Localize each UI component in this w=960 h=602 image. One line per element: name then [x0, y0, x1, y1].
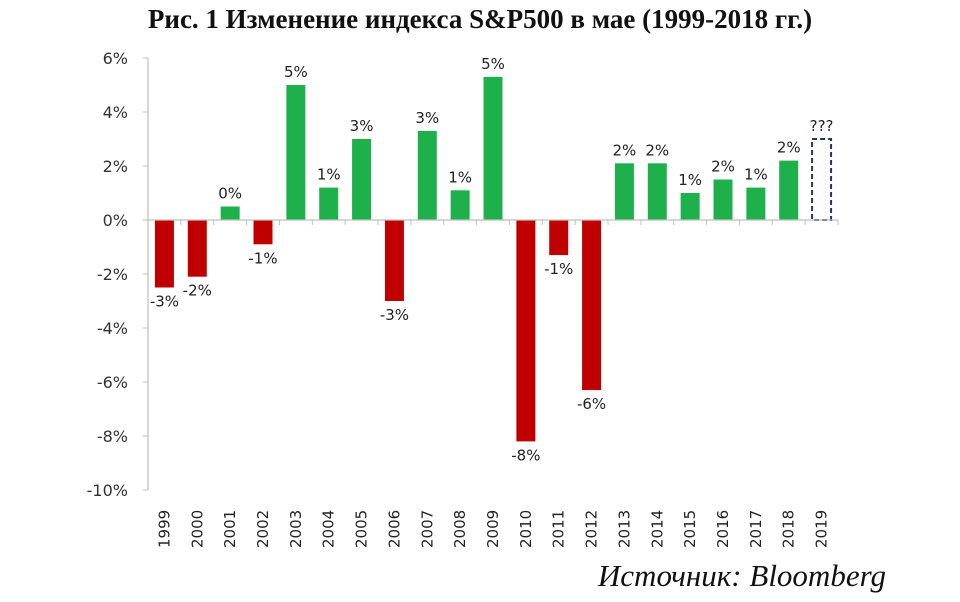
bar	[352, 139, 372, 220]
bar	[220, 206, 240, 220]
data-label: 3%	[415, 109, 439, 127]
x-tick-label: 1999	[155, 510, 173, 548]
data-label: -8%	[511, 446, 540, 464]
bar	[680, 193, 700, 220]
data-label: -3%	[150, 293, 179, 311]
y-tick-label: 4%	[103, 103, 128, 122]
bar	[516, 220, 536, 442]
axes	[147, 58, 838, 490]
data-label: -1%	[248, 249, 277, 267]
x-tick-label: 2002	[254, 510, 272, 548]
x-tick-label: 2005	[353, 510, 371, 548]
data-label: 5%	[481, 55, 505, 73]
data-labels: -3%-2%0%-1%5%1%3%-3%3%1%5%-8%-1%-6%2% 2%1…	[150, 55, 834, 464]
data-label: 1%	[317, 166, 341, 184]
x-tick-label: 2011	[550, 510, 568, 548]
data-label: -1%	[544, 260, 573, 278]
x-tick-label: 2018	[780, 510, 798, 548]
x-tick-label: 2015	[681, 510, 699, 548]
bar	[779, 160, 799, 220]
bar	[647, 163, 667, 220]
x-tick-label: 2001	[221, 510, 239, 548]
y-tick-label: -2%	[97, 265, 128, 284]
bar	[187, 220, 207, 277]
chart-title: Рис. 1 Изменение индекса S&P500 в мае (1…	[147, 4, 813, 34]
x-tick-label: 2009	[484, 510, 502, 548]
bar-forecast	[811, 138, 833, 221]
x-tick-label: 2017	[747, 510, 765, 548]
source-note: Источник: Bloomberg	[597, 558, 886, 593]
x-tick-label: 2012	[583, 510, 601, 548]
x-tick-label: 2008	[451, 510, 469, 548]
data-label: 2%	[711, 158, 735, 176]
y-tick-label: -6%	[97, 373, 128, 392]
x-tick-label: 2003	[287, 510, 305, 548]
x-tick-label: 2007	[418, 510, 436, 548]
bar	[319, 187, 339, 220]
y-tick-label: -10%	[87, 481, 128, 500]
data-label: -3%	[380, 306, 409, 324]
bar	[286, 85, 306, 220]
bar	[483, 76, 503, 221]
bar	[549, 220, 569, 256]
data-label: 2%	[645, 141, 669, 159]
bar	[253, 220, 273, 245]
bars	[154, 76, 833, 442]
bar	[154, 220, 174, 288]
y-tick-label: -8%	[97, 427, 128, 446]
data-label: -2%	[183, 282, 212, 300]
data-label: 3%	[350, 117, 374, 135]
x-tick-label: 2014	[648, 510, 666, 548]
data-label: 0%	[218, 185, 242, 203]
data-label: 1%	[448, 168, 472, 186]
data-label: 5%	[284, 63, 308, 81]
data-label: -6%	[577, 395, 606, 413]
x-tick-label: 2006	[385, 510, 403, 548]
data-label: 2%	[613, 141, 637, 159]
data-label: 1%	[678, 171, 702, 189]
y-tick-label: 6%	[103, 49, 128, 68]
x-tick-label: 2004	[320, 510, 338, 548]
y-axis-ticks: -10% -8% -6% -4% -2% 0% 2% 4% 6%	[87, 49, 148, 500]
x-tick-label: 2010	[517, 510, 535, 548]
y-tick-label: 0%	[103, 211, 128, 230]
bar	[614, 163, 634, 220]
bar	[450, 190, 470, 220]
x-axis-ticks: 1999 2000 2001 2002 2003 2004 2005 2006 2007 2008…	[155, 220, 839, 548]
x-tick-label: 2013	[615, 510, 633, 548]
data-label: ???	[810, 117, 834, 135]
bar	[582, 220, 602, 391]
bar	[746, 187, 766, 220]
x-tick-label: 2019	[813, 510, 831, 548]
bar	[384, 220, 404, 301]
x-tick-label: 2016	[714, 510, 732, 548]
bar	[417, 130, 437, 220]
data-label: 1%	[744, 166, 768, 184]
data-label: 2%	[777, 139, 801, 157]
y-tick-label: -4%	[97, 319, 128, 338]
bar	[713, 179, 733, 220]
y-tick-label: 2%	[103, 157, 128, 176]
x-tick-label: 2000	[188, 510, 206, 548]
